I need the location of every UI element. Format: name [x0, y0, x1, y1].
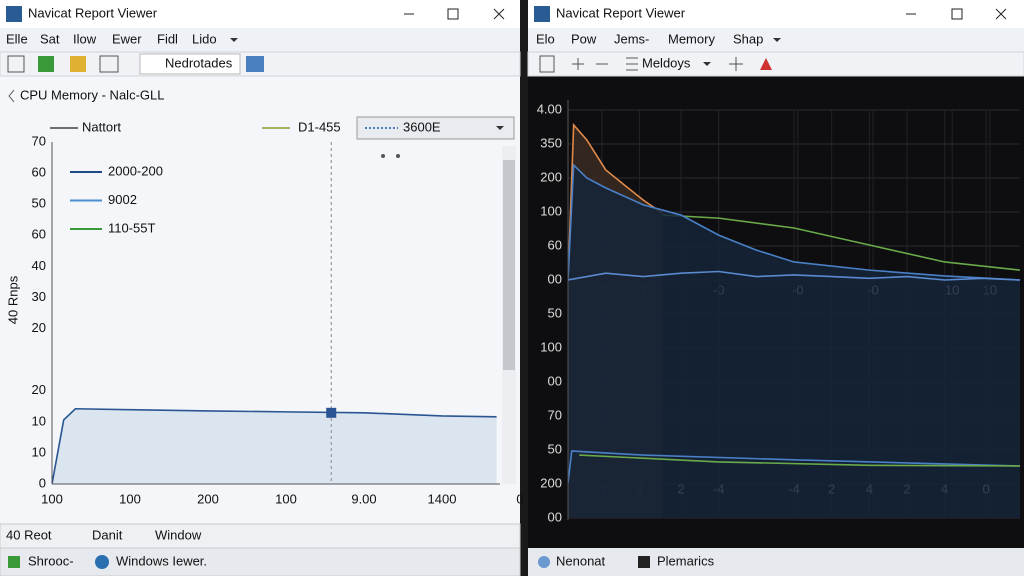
y-tick-label: 4.00: [537, 101, 562, 116]
tab[interactable]: 40 Reot: [6, 527, 52, 542]
menu-item[interactable]: Ilow: [73, 31, 97, 46]
y-tick-label: 50: [32, 196, 46, 211]
line: [52, 407, 497, 484]
y-tick-label: 40: [32, 258, 46, 273]
legend-label: 2000-200: [108, 163, 163, 178]
y-tick-label: 100: [540, 339, 562, 354]
line: [568, 122, 663, 282]
marker[interactable]: [326, 407, 337, 418]
area: [568, 165, 1020, 518]
x-tick-label: 9.00: [351, 491, 376, 506]
y-tick-label: 100: [540, 203, 562, 218]
y-tick-label: 70: [548, 407, 562, 422]
line: [662, 214, 1020, 271]
y-tick-label: 10: [32, 413, 46, 428]
menu-item[interactable]: Elle: [6, 31, 28, 46]
toolbar-button[interactable]: Nedrotades: [165, 55, 233, 70]
menu-item[interactable]: Elo: [536, 31, 555, 46]
line: [568, 270, 1020, 281]
menu-item[interactable]: Sat: [40, 31, 60, 46]
menu-item[interactable]: Ewer: [112, 31, 142, 46]
dropdown-label[interactable]: 3600E: [403, 119, 441, 134]
status-item[interactable]: Shrooc-: [28, 553, 74, 568]
legend-label: 9002: [108, 192, 137, 207]
plot: [568, 122, 1020, 519]
plot: [52, 407, 497, 484]
legend-label: D1-455: [298, 119, 341, 134]
line: [579, 454, 1020, 467]
line: [568, 450, 1020, 484]
x-tick-label: 0: [516, 491, 523, 506]
y-tick-label: 20: [32, 320, 46, 335]
menu-item[interactable]: Memory: [668, 31, 715, 46]
window-left: [0, 0, 521, 576]
status-item[interactable]: Plemarics: [657, 553, 715, 568]
toolbar-button[interactable]: Meldoys: [642, 55, 691, 70]
y-tick-label: 10: [32, 444, 46, 459]
y-tick-label: 60: [32, 165, 46, 180]
tab[interactable]: Danit: [92, 527, 123, 542]
y-tick-label: 50: [548, 305, 562, 320]
y-tick-label: 350: [540, 135, 562, 150]
y-tick-label: 30: [32, 289, 46, 304]
status-item[interactable]: Nenonat: [556, 553, 606, 568]
legend-label: Nattort: [82, 119, 121, 134]
y-tick-label: 00: [548, 271, 562, 286]
y-tick-label: 60: [548, 237, 562, 252]
y-tick-label: 00: [548, 509, 562, 524]
chart-right: 002005070001005000601002003504.00-0-0-0-…: [537, 100, 1020, 524]
y-tick-label: 0: [39, 475, 46, 490]
chart-left: 0 10 10 20 20 30 40 60 50 60 70 100 100 200 100 9.00 140…: [5, 119, 523, 506]
x-tick-label: 100: [119, 491, 141, 506]
window-title: Navicat Report Viewer: [556, 5, 686, 20]
menu-item[interactable]: Pow: [571, 31, 597, 46]
line: [568, 163, 1020, 281]
y-tick-label: 00: [548, 373, 562, 388]
x-tick-label: 1400: [428, 491, 457, 506]
menu-item[interactable]: Fidl: [157, 31, 178, 46]
y-tick-label: 50: [548, 441, 562, 456]
y-tick-label: 200: [540, 475, 562, 490]
breadcrumb: CPU Memory - Nalc-GLL: [20, 87, 164, 102]
menu-item[interactable]: Lido: [192, 31, 217, 46]
menu-item[interactable]: Shap: [733, 31, 763, 46]
area: [52, 408, 497, 484]
y-tick-label: 200: [540, 169, 562, 184]
x-tick-label: 200: [197, 491, 219, 506]
status-item[interactable]: Windows Iewer.: [116, 553, 207, 568]
menu-item[interactable]: Jems-: [614, 31, 649, 46]
x-tick-label: 100: [275, 491, 297, 506]
y-tick-label: 70: [32, 133, 46, 148]
y-tick-label: 20: [32, 382, 46, 397]
x-tick-label: 100: [41, 491, 63, 506]
window-title: Navicat Report Viewer: [28, 5, 158, 20]
tab[interactable]: Window: [155, 527, 202, 542]
legend-label: 110-55T: [108, 220, 156, 235]
y-tick-label: 60: [32, 227, 46, 242]
y-axis-label: 40 Rnps: [5, 275, 20, 324]
